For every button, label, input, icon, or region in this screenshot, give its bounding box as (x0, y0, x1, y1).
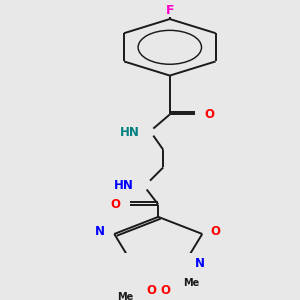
Text: O: O (204, 108, 214, 121)
Text: O: O (160, 284, 170, 297)
Text: N: N (94, 225, 104, 238)
Text: O: O (110, 198, 120, 211)
Text: O: O (210, 225, 220, 238)
Text: HN: HN (114, 178, 134, 192)
Text: F: F (166, 4, 174, 17)
Text: N: N (195, 257, 205, 270)
Text: HN: HN (120, 126, 140, 139)
Text: O: O (147, 284, 157, 297)
Text: Me: Me (117, 292, 133, 300)
Text: Me: Me (183, 278, 200, 288)
